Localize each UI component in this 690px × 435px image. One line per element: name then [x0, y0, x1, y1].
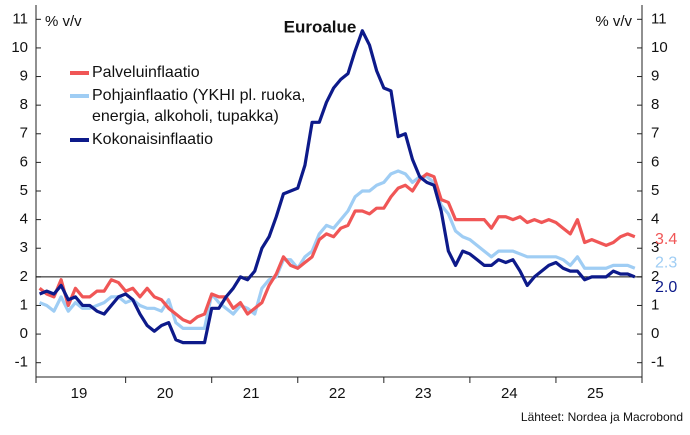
- end-label: 2.0: [655, 279, 677, 296]
- series-line: [38, 29, 636, 345]
- y2-tick-label: 1: [651, 296, 659, 313]
- y-tick-label: 1: [20, 296, 28, 313]
- y2-axis-label: % v/v: [595, 13, 632, 30]
- y2-tick-label: -1: [651, 354, 664, 371]
- y-tick-label: -1: [15, 354, 28, 371]
- legend-item: Palveluinflaatio: [68, 62, 342, 83]
- series-line: [38, 169, 636, 330]
- y-tick-label: 5: [20, 182, 28, 199]
- legend-item: Kokonaisinflaatio: [68, 129, 342, 150]
- x-tick-label: 25: [587, 385, 604, 402]
- y-axis-label: % v/v: [45, 13, 82, 30]
- y-tick-label: 9: [20, 68, 28, 85]
- y2-tick-label: 7: [651, 125, 659, 142]
- y2-tick-label: 3: [651, 239, 659, 256]
- legend-label: Palveluinflaatio: [92, 64, 200, 81]
- y-tick-label: 7: [20, 125, 28, 142]
- x-tick-label: 24: [501, 385, 518, 402]
- end-label: 2.3: [655, 254, 677, 271]
- chart-title: Euroalue: [284, 17, 357, 36]
- y2-tick-label: 8: [651, 96, 659, 113]
- y2-tick-label: 6: [651, 153, 659, 170]
- x-tick-label: 19: [71, 385, 88, 402]
- y2-tick-label: 5: [651, 182, 659, 199]
- y2-tick-label: 11: [651, 10, 667, 27]
- x-tick-label: 20: [157, 385, 174, 402]
- series-line: [38, 172, 636, 325]
- y2-tick-label: 9: [651, 68, 659, 85]
- end-label: 3.4: [655, 231, 677, 248]
- x-tick-label: 22: [329, 385, 346, 402]
- y-tick-label: 8: [20, 96, 28, 113]
- legend-swatch: [70, 71, 89, 75]
- y2-tick-label: 10: [651, 39, 668, 56]
- x-tick-label: 23: [415, 385, 432, 402]
- y-tick-label: 2: [20, 268, 28, 285]
- legend-label: Pohjainflaatio (YKHI pl. ruoka, energia,…: [92, 87, 306, 125]
- y-tick-label: 10: [11, 39, 28, 56]
- y2-tick-label: 0: [651, 325, 659, 342]
- y2-tick-label: 4: [651, 211, 659, 228]
- legend-item: Pohjainflaatio (YKHI pl. ruoka, energia,…: [68, 85, 342, 127]
- legend-swatch: [70, 94, 89, 98]
- legend-label: Kokonaisinflaatio: [92, 131, 213, 148]
- source: Lähteet: Nordea ja Macrobond: [521, 410, 683, 424]
- y-tick-label: 3: [20, 239, 28, 256]
- y-tick-label: 11: [12, 10, 28, 27]
- y-tick-label: 6: [20, 153, 28, 170]
- y-tick-label: 4: [20, 211, 28, 228]
- y-tick-label: 0: [20, 325, 28, 342]
- x-tick-label: 21: [243, 385, 260, 402]
- y2-tick-label: 2: [651, 268, 659, 285]
- legend-swatch: [70, 138, 89, 142]
- legend: Palveluinflaatio Pohjainflaatio (YKHI pl.…: [68, 62, 342, 152]
